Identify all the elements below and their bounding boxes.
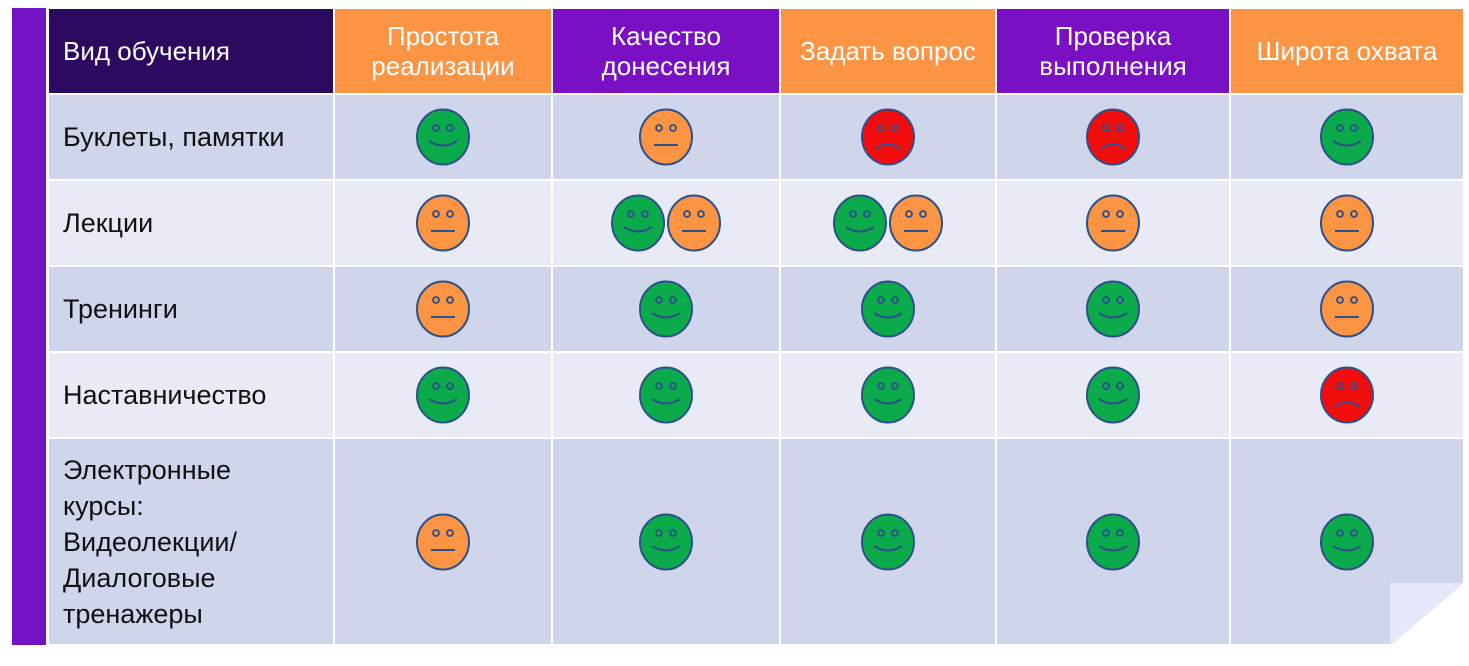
neutral-smiley-icon [1320,194,1374,252]
header-column-2: Задать вопрос [779,7,997,95]
table-row: Наставничество [47,351,1465,439]
neutral-smiley-icon [1320,280,1374,338]
neutral-smiley-icon [1086,194,1140,252]
neutral-smiley-icon [416,194,470,252]
bad-smiley-icon [861,108,915,166]
rating-cell [995,179,1231,267]
good-smiley-icon [416,108,470,166]
bad-smiley-icon [1320,366,1374,424]
rating-cell [333,93,553,181]
good-smiley-icon [1320,513,1374,570]
header-column-3: Проверка выполнения [995,7,1231,95]
rating-cell [995,437,1231,646]
row-label: Тренинги [47,265,335,353]
rating-cell [551,265,781,353]
rating-cell [995,351,1231,439]
rating-cell [779,437,997,646]
bad-smiley-icon [1086,108,1140,166]
rating-cell [333,179,553,267]
rating-cell [779,265,997,353]
rating-cell [779,93,997,181]
rating-cell [333,351,553,439]
rating-cell [779,179,997,267]
table-row: Электронные курсы: Видеолекции/ Диалогов… [47,437,1465,646]
row-label: Электронные курсы: Видеолекции/ Диалогов… [47,437,335,646]
neutral-smiley-icon [639,108,693,166]
good-smiley-icon [639,280,693,338]
row-label: Буклеты, памятки [47,93,335,181]
header-training-type: Вид обучения [47,7,335,95]
table-row: Буклеты, памятки [47,93,1465,181]
rating-cell [551,351,781,439]
row-label: Лекции [47,179,335,267]
good-smiley-icon [1086,513,1140,570]
good-smiley-icon [861,513,915,570]
rating-cell [1229,93,1465,181]
neutral-smiley-icon [667,194,721,252]
rating-cell [551,179,781,267]
comparison-table: Вид обучения Простота реализации Качество… [47,7,1465,646]
neutral-smiley-icon [416,280,470,338]
good-smiley-icon [1086,280,1140,338]
table-row: Тренинги [47,265,1465,353]
good-smiley-icon [861,280,915,338]
neutral-smiley-icon [889,194,943,252]
rating-cell [333,437,553,646]
rating-cell [1229,179,1465,267]
good-smiley-icon [1320,108,1374,166]
row-label: Наставничество [47,351,335,439]
rating-cell [551,437,781,646]
rating-cell [333,265,553,353]
good-smiley-icon [611,194,665,252]
good-smiley-icon [861,366,915,424]
rating-cell [551,93,781,181]
good-smiley-icon [833,194,887,252]
good-smiley-icon [1086,366,1140,424]
rating-cell [1229,265,1465,353]
good-smiley-icon [639,513,693,570]
rating-cell [1229,351,1465,439]
good-smiley-icon [416,366,470,424]
header-row: Вид обучения Простота реализации Качество… [47,7,1465,95]
rating-cell [995,265,1231,353]
accent-sidebar-bar [12,8,46,645]
good-smiley-icon [639,366,693,424]
table-row: Лекции [47,179,1465,267]
rating-cell [779,351,997,439]
rating-cell [995,93,1231,181]
header-column-1: Качество донесения [551,7,781,95]
header-column-4: Широта охвата [1229,7,1465,95]
header-column-0: Простота реализации [333,7,553,95]
page-curl-corner [1390,583,1464,646]
neutral-smiley-icon [416,513,470,570]
